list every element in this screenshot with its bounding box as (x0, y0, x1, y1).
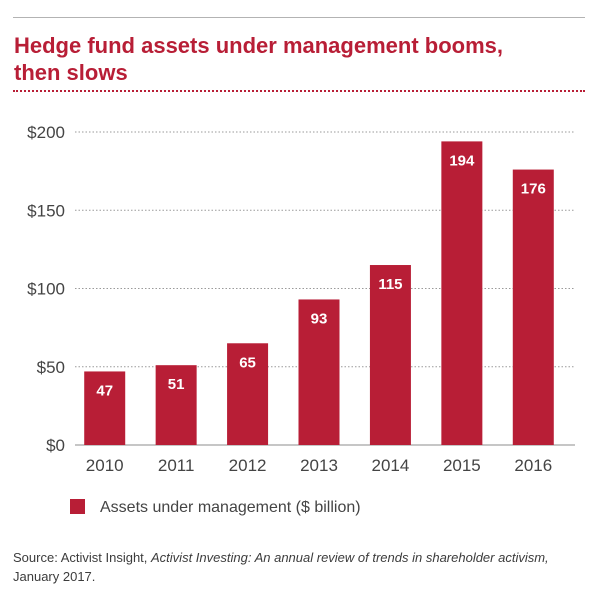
x-tick-label: 2015 (443, 456, 481, 475)
bar-value-label: 65 (239, 354, 256, 371)
y-tick-label: $0 (46, 436, 65, 455)
source-prefix: Source: Activist Insight, (13, 550, 152, 565)
bar-value-label: 115 (378, 276, 402, 293)
top-rule (13, 17, 585, 18)
source-note: Source: Activist Insight, Activist Inves… (13, 548, 588, 586)
bar-value-label: 47 (96, 382, 113, 399)
bar-value-label: 176 (521, 181, 546, 198)
chart-title-line1: Hedge fund assets under management booms… (14, 33, 503, 58)
bar (441, 141, 483, 445)
bar-value-label: 51 (168, 376, 185, 393)
chart-title-line2: then slows (14, 60, 128, 85)
bar (155, 365, 197, 445)
bar-chart: $0 $50 $100 $150 $200 47 2010 51 2011 65 2012 93 201… (27, 123, 575, 516)
source-suffix: January 2017. (13, 569, 96, 584)
legend-swatch (70, 499, 85, 514)
title-divider (13, 90, 585, 92)
x-tick-label: 2011 (158, 456, 195, 475)
y-tick-label: $100 (27, 280, 65, 299)
bar-value-label: 93 (311, 310, 328, 327)
source-title: Activist Investing: An annual review of … (151, 550, 549, 565)
bar (298, 299, 340, 445)
chart-title: Hedge fund assets under management booms… (14, 32, 586, 86)
x-tick-label: 2013 (300, 456, 338, 475)
bar (84, 371, 126, 445)
legend-label: Assets under management ($ billion) (100, 499, 361, 516)
y-tick-label: $200 (27, 123, 65, 142)
bar-value-label: 194 (449, 152, 475, 169)
bar (369, 265, 411, 445)
x-tick-label: 2016 (514, 456, 552, 475)
y-tick-label: $50 (37, 358, 65, 377)
y-tick-label: $150 (27, 201, 65, 220)
bar (512, 169, 554, 445)
x-tick-label: 2014 (372, 456, 410, 475)
bar (227, 343, 269, 445)
x-tick-label: 2010 (86, 456, 124, 475)
x-tick-label: 2012 (229, 456, 267, 475)
